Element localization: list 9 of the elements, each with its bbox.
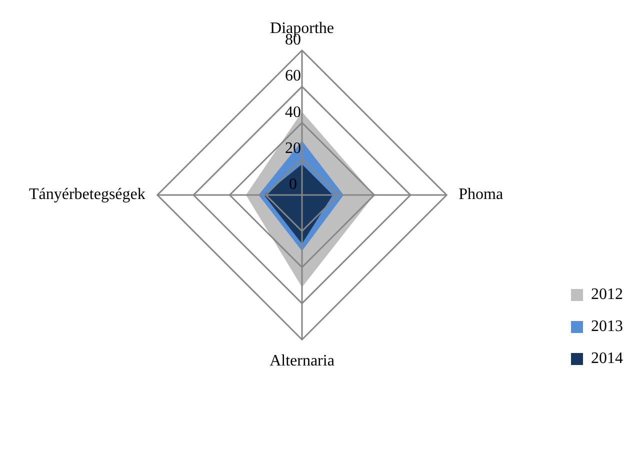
spoke-label: Phoma bbox=[458, 186, 504, 204]
spoke-label: Tányérbetegségek bbox=[28, 186, 146, 204]
legend-label: 2013 bbox=[591, 318, 623, 336]
y-tick-label: 40 bbox=[285, 104, 301, 121]
y-tick-label: 0 bbox=[289, 176, 297, 194]
legend-label: 2014 bbox=[591, 350, 623, 368]
legend-label: 2012 bbox=[591, 286, 623, 304]
y-tick-label: 60 bbox=[285, 68, 301, 85]
spoke-label: Alternaria bbox=[270, 352, 334, 370]
